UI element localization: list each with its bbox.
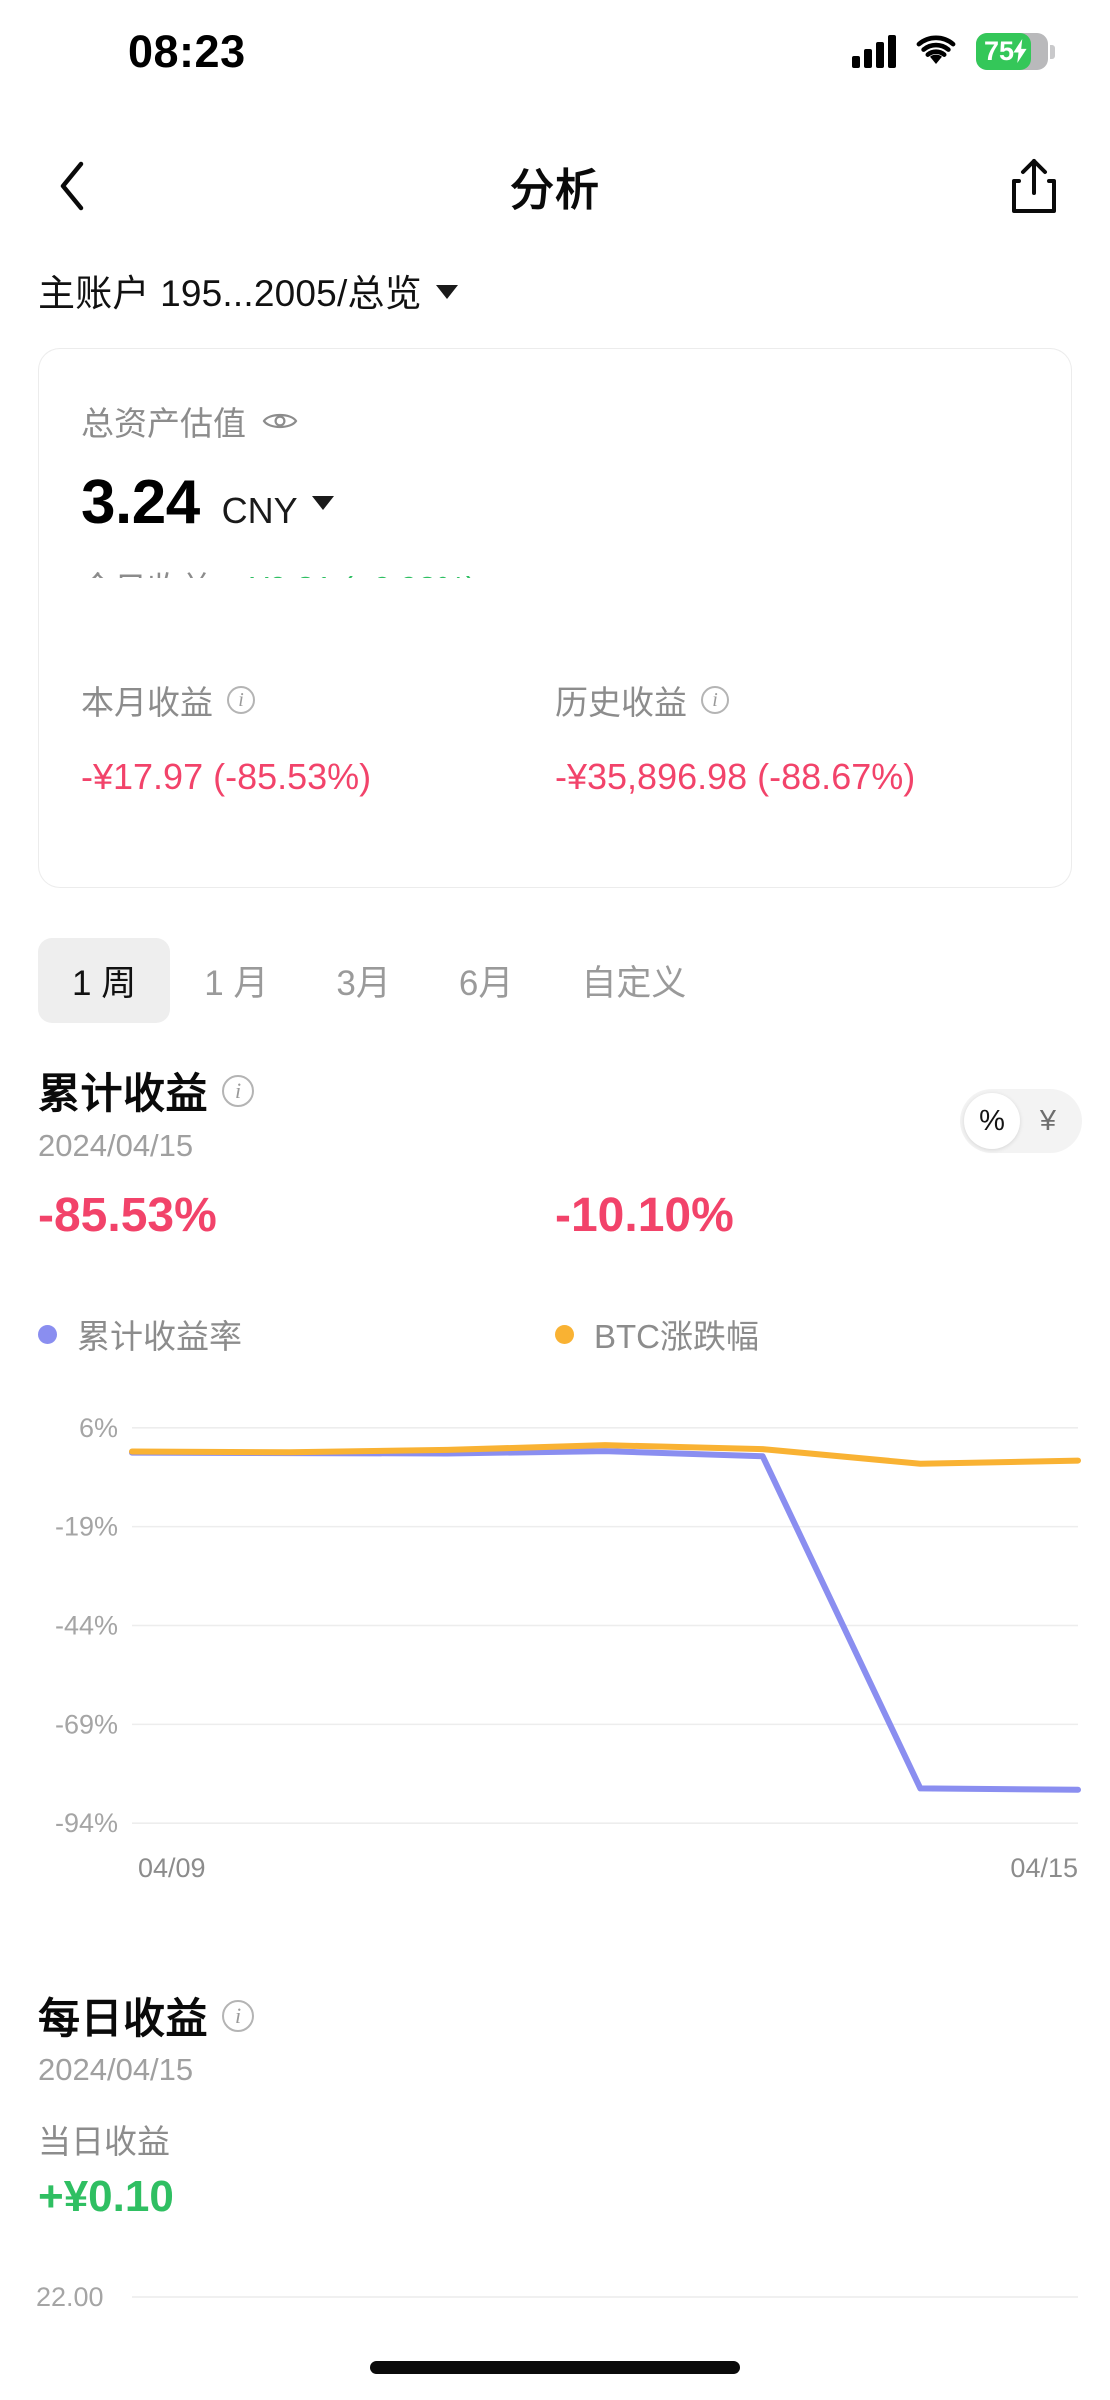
daily-return-label: 当日收益 xyxy=(38,2123,170,2160)
cumulative-date: 2024/04/15 xyxy=(38,1128,194,1163)
month-return-block: 本月收益 i -¥17.97 (-85.53%) xyxy=(81,578,555,887)
status-time: 08:23 xyxy=(128,25,246,77)
series-line xyxy=(129,1448,1081,1793)
history-return-value: -¥35,896.98 (-88.67%) xyxy=(555,756,916,797)
legend-item-btc: BTC涨跌幅 xyxy=(555,1310,1072,1358)
x-tick-label: 04/09 xyxy=(138,1853,206,1883)
chart-canvas: 6% -19% -44% -69% -94% 04/09 04/15 xyxy=(55,1413,1081,1883)
wifi-icon xyxy=(916,35,956,64)
chart-x-axis-labels: 04/09 04/15 xyxy=(138,1853,1078,1883)
back-button[interactable] xyxy=(36,150,108,222)
y-tick-label: -94% xyxy=(55,1808,118,1838)
y-tick-label: -69% xyxy=(55,1709,118,1739)
chevron-down-icon[interactable] xyxy=(311,495,334,510)
period-tab-1m[interactable]: 1 月 xyxy=(204,964,269,1003)
portfolio-return-pct: -85.53% xyxy=(38,1189,217,1242)
period-tab-custom[interactable]: 自定义 xyxy=(581,964,687,1003)
battery-icon: 75 xyxy=(976,32,1055,70)
info-icon[interactable]: i xyxy=(227,686,255,714)
cumulative-return-chart[interactable]: 6% -19% -44% -69% -94% 04/09 04/15 xyxy=(0,1385,1110,1885)
series-line xyxy=(129,1442,1081,1467)
unit-option-percent[interactable]: % xyxy=(979,1104,1005,1137)
asset-summary-card: 总资产估值 3.24 CNY 今日收益 +¥0.21 (+6.93%) xyxy=(38,348,1072,607)
status-icons: 75 xyxy=(852,23,1055,70)
period-tab-6m[interactable]: 6月 xyxy=(458,964,514,1003)
account-selector[interactable]: 主账户 195...2005/总览 xyxy=(38,263,458,317)
btc-return-pct: -10.10% xyxy=(555,1189,734,1242)
period-tabs: 1 周 1 月 3月 6月 自定义 xyxy=(38,938,720,1023)
history-return-label: 历史收益 xyxy=(555,684,687,721)
back-chevron-icon xyxy=(60,161,84,211)
status-bar: 08:23 75 xyxy=(0,0,1110,92)
info-icon[interactable]: i xyxy=(222,1999,255,2032)
info-icon[interactable]: i xyxy=(222,1074,255,1107)
share-icon xyxy=(1012,159,1056,213)
unit-toggle[interactable]: % ¥ xyxy=(960,1089,1082,1153)
period-tab-1w[interactable]: 1 周 xyxy=(38,938,171,1023)
chart-series xyxy=(129,1442,1081,1793)
period-tab-3m[interactable]: 3月 xyxy=(336,964,391,1003)
chart-legend: 累计收益率 BTC涨跌幅 xyxy=(38,1310,1072,1358)
chart-y-axis-labels: 6% -19% -44% -69% -94% xyxy=(55,1413,118,1838)
cellular-signal-icon xyxy=(852,34,896,68)
history-return-block: 历史收益 i -¥35,896.98 (-88.67%) xyxy=(555,578,1029,887)
legend-label-portfolio: 累计收益率 xyxy=(77,1318,242,1355)
cumulative-return-header: 累计收益 i xyxy=(38,1060,255,1121)
battery-level: 75 xyxy=(984,35,1015,66)
daily-return-header: 每日收益 i xyxy=(38,1985,255,2046)
daily-date: 2024/04/15 xyxy=(38,2052,194,2087)
cumulative-return-title: 累计收益 xyxy=(38,1070,209,1117)
unit-option-yuan[interactable]: ¥ xyxy=(1039,1104,1057,1137)
month-return-label: 本月收益 xyxy=(81,684,213,721)
cumulative-values: -85.53% -10.10% xyxy=(38,1188,1072,1243)
daily-chart-gridline xyxy=(132,2296,1078,2298)
unit-toggle-knob xyxy=(964,1093,1020,1149)
page-title: 分析 xyxy=(510,166,600,215)
total-asset-label: 总资产估值 xyxy=(81,405,246,442)
info-icon[interactable]: i xyxy=(701,686,729,714)
account-label: 主账户 195...2005/总览 xyxy=(38,273,422,314)
chevron-down-icon xyxy=(435,285,458,299)
y-tick-label: 6% xyxy=(79,1413,118,1443)
home-indicator[interactable] xyxy=(370,2361,740,2374)
daily-return-title: 每日收益 xyxy=(38,1995,209,2042)
legend-dot-btc-icon xyxy=(555,1324,574,1344)
nav-bar: 分析 xyxy=(0,140,1110,232)
currency-label[interactable]: CNY xyxy=(221,490,298,531)
daily-chart-axis-label: 22.00 xyxy=(36,2282,104,2312)
total-asset-value: 3.24 xyxy=(81,468,200,537)
balance-row: 3.24 CNY xyxy=(81,467,1029,538)
asset-label-row: 总资产估值 xyxy=(81,397,1029,445)
summary-stats: 本月收益 i -¥17.97 (-85.53%) 历史收益 i -¥35,896… xyxy=(38,578,1072,888)
x-tick-label: 04/15 xyxy=(1010,1853,1078,1883)
eye-icon[interactable] xyxy=(262,409,298,433)
charging-bolt-icon xyxy=(1013,39,1027,63)
legend-label-btc: BTC涨跌幅 xyxy=(594,1318,759,1355)
month-return-value: -¥17.97 (-85.53%) xyxy=(81,756,372,797)
legend-dot-portfolio-icon xyxy=(38,1324,57,1344)
y-tick-label: -44% xyxy=(55,1611,118,1641)
chart-gridlines xyxy=(132,1426,1078,1825)
daily-return-value: +¥0.10 xyxy=(38,2172,174,2221)
legend-item-portfolio: 累计收益率 xyxy=(38,1310,555,1358)
share-button[interactable] xyxy=(1000,150,1068,222)
y-tick-label: -19% xyxy=(55,1512,118,1542)
